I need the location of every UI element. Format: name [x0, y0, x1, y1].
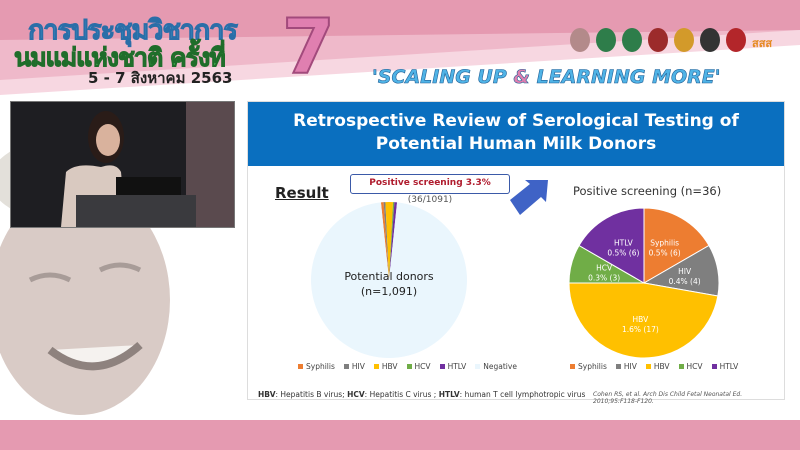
- footnote: HBV: Hepatitis B virus; HCV: Hepatitis C…: [258, 390, 585, 399]
- callout-bold: Positive screening 3.3%: [369, 178, 491, 188]
- citation: Cohen RS, et al. Arch Dis Child Fetal Ne…: [593, 391, 743, 405]
- footnote-abbr: HCV: [347, 390, 365, 399]
- legend-item: HBV: [645, 362, 670, 371]
- pie-slice-syphilis: [643, 207, 710, 284]
- data-label-value: 0.5% (6): [607, 248, 639, 257]
- pie-slice-syphilis: [380, 202, 389, 280]
- footnote-text: : Hepatitis C virus ;: [364, 390, 439, 399]
- left-chart-legend: Syphilis HIV HBV HCV HTLV Negative: [298, 362, 517, 371]
- logo-icon: [596, 28, 616, 52]
- center-label: Potential donors: [344, 270, 434, 283]
- data-label-name: HTLV: [614, 238, 634, 247]
- conference-title-line2: นมแม่แห่งชาติ ครั้งที่: [14, 43, 227, 73]
- bottom-band: [0, 420, 800, 450]
- sponsor-logos: สสส: [570, 28, 772, 52]
- right-chart-legend: Syphilis HIV HBV HCV HTLV: [570, 362, 738, 371]
- pie-slice-htlv: [389, 202, 398, 280]
- legend-item: HTLV: [439, 362, 466, 371]
- slide-title-line1: Retrospective Review of Serological Test…: [293, 111, 739, 131]
- legend-item: HIV: [615, 362, 637, 371]
- callout-rest: (36/1091): [407, 195, 453, 205]
- legend-item: HIV: [343, 362, 365, 371]
- conference-dates: 5 - 7 สิงหาคม 2563: [88, 69, 233, 87]
- legend-item: HTLV: [711, 362, 738, 371]
- footnote-text: : human T cell lymphotropic virus: [459, 390, 586, 399]
- logo-icon: [570, 28, 590, 52]
- data-label-name: HBV: [633, 315, 650, 324]
- conference-title-line1: การประชุมวิชาการ: [28, 15, 239, 47]
- logo-icon: [726, 28, 746, 52]
- slide-title-line2: Potential Human Milk Donors: [375, 134, 657, 154]
- pie-slice-htlv: [578, 207, 645, 284]
- data-label-name: HIV: [678, 267, 692, 276]
- logo-icon: [622, 28, 642, 52]
- slogan-text: 'SCALING UP: [372, 66, 514, 89]
- legend-item: Negative: [475, 362, 517, 371]
- slogan-amp: &: [513, 66, 530, 89]
- data-label-value: 0.4% (4): [669, 277, 701, 286]
- footnote-abbr: HTLV: [438, 390, 460, 399]
- legend-item: HCV: [678, 362, 703, 371]
- result-heading: Result: [275, 184, 329, 202]
- right-chart-title: Positive screening (n=36): [573, 184, 722, 198]
- footnote-text: : Hepatitis B virus;: [275, 390, 348, 399]
- logo-icon: [700, 28, 720, 52]
- data-label-value: 0.3% (3): [588, 273, 620, 282]
- footnote-abbr: HBV: [258, 390, 276, 399]
- thaihealth-logo: สสส: [752, 37, 773, 50]
- pie-slice-hcv: [389, 202, 395, 280]
- slogan-text: LEARNING MORE': [529, 66, 721, 89]
- legend-item: HBV: [373, 362, 398, 371]
- slide-title: Retrospective Review of Serological Test…: [248, 102, 784, 166]
- legend-item: Syphilis: [298, 362, 335, 371]
- pie-slice-hbv: [385, 202, 394, 280]
- legend-item: HCV: [406, 362, 431, 371]
- edition-number: 7: [281, 1, 336, 92]
- pie-slice-hbv: [568, 282, 719, 359]
- data-label-value: 0.5% (6): [649, 248, 681, 257]
- legend-item: Syphilis: [570, 362, 607, 371]
- speaker-video[interactable]: [10, 101, 235, 228]
- slogan: 'SCALING UP & LEARNING MORE': [372, 66, 721, 89]
- logo-icon: [674, 28, 694, 52]
- center-label: (n=1,091): [361, 285, 417, 298]
- conference-banner: การประชุมวิชาการ นมแม่แห่งชาติ ครั้งที่ …: [0, 0, 800, 100]
- logo-icon: [648, 28, 668, 52]
- data-label-value: 1.6% (17): [622, 325, 659, 334]
- presentation-slide: Retrospective Review of Serological Test…: [247, 101, 785, 405]
- data-label-name: HCV: [596, 263, 613, 272]
- arrow-icon: [510, 180, 548, 215]
- pie-slice-negative: [311, 202, 467, 359]
- pie-slice-hiv: [383, 202, 389, 280]
- data-label-name: Syphilis: [650, 238, 679, 247]
- positive-screening-callout: Positive screening 3.3% (36/1091): [350, 174, 510, 205]
- speaker-video-frame: [11, 102, 234, 227]
